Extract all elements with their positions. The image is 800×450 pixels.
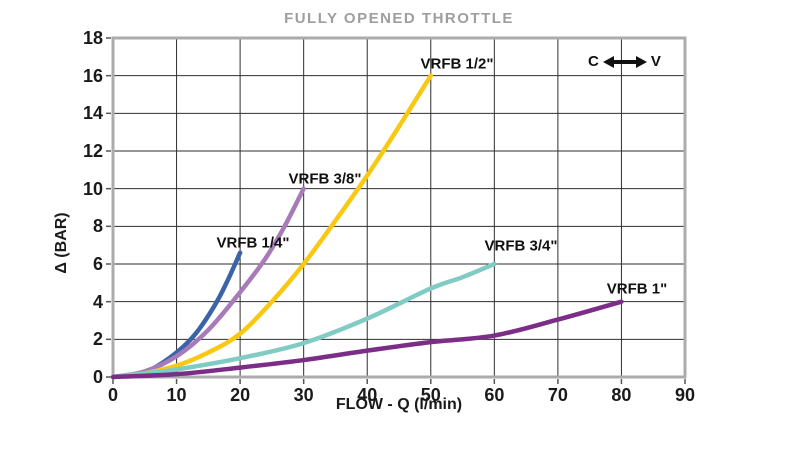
series-curve-2 — [110, 73, 434, 380]
series-curve-3 — [110, 261, 497, 380]
x-tick-label: 50 — [420, 385, 441, 405]
series-curve-1 — [110, 186, 306, 380]
series-label-1: VRFB 3/8" — [288, 170, 362, 188]
double-arrow-icon — [602, 55, 647, 68]
x-axis-label: FLOW - Q (l/min) — [335, 396, 463, 413]
series-label-3: VRFB 3/4" — [484, 237, 558, 255]
y-tick-label: 14 — [82, 103, 103, 124]
y-tick-label: 16 — [82, 65, 103, 86]
x-tick-label: 30 — [293, 385, 314, 405]
y-axis-label: Δ (BAR) — [53, 212, 70, 274]
x-tick-label: 20 — [230, 385, 251, 405]
x-tick-label: 40 — [357, 385, 378, 405]
series-label-2: VRFB 1/2" — [420, 55, 494, 73]
x-tick-label: 0 — [107, 385, 118, 405]
x-tick-label: 10 — [166, 385, 187, 405]
y-tick-label: 12 — [82, 141, 103, 161]
y-tick-label: 6 — [92, 254, 103, 274]
annotation-c-label: C — [588, 53, 599, 70]
x-tick-label: 70 — [547, 385, 568, 405]
flow-direction-annotation: C V — [588, 53, 661, 70]
y-tick-label: 4 — [92, 291, 103, 312]
y-tick-label: 0 — [92, 367, 103, 387]
y-tick-label: 10 — [82, 178, 103, 199]
y-tick-label: 18 — [82, 28, 103, 48]
series-curve-4 — [110, 299, 624, 380]
y-tick-label: 8 — [92, 216, 103, 237]
x-tick-label: 60 — [484, 385, 505, 405]
plot-frame — [111, 36, 687, 379]
series-label-0: VRFB 1/4" — [216, 234, 290, 252]
x-tick-label: 80 — [611, 385, 632, 405]
series-label-4: VRFB 1" — [606, 280, 668, 298]
annotation-v-label: V — [650, 53, 661, 70]
chart-title: FULLY OPENED THROTTLE — [284, 10, 514, 27]
y-tick-label: 2 — [92, 329, 103, 350]
x-tick-label: 90 — [674, 385, 696, 405]
